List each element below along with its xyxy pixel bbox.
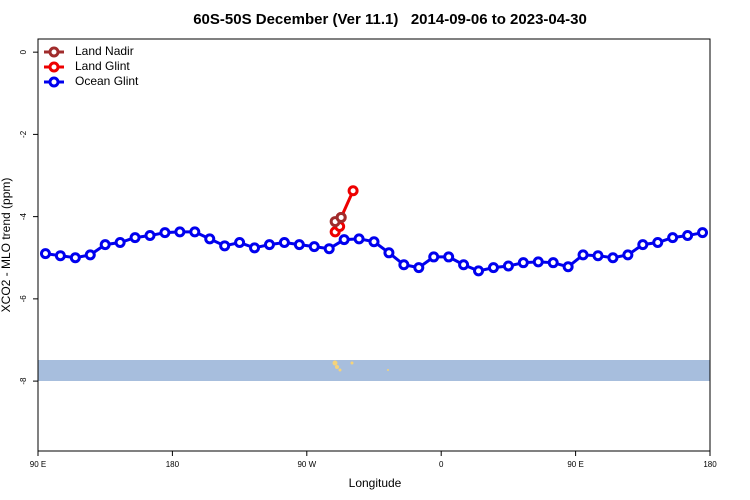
point — [487, 262, 499, 274]
point — [353, 233, 365, 245]
point — [234, 237, 246, 249]
x-tick-label: 0 — [439, 460, 444, 469]
point — [278, 237, 290, 249]
legend-marker — [48, 46, 60, 58]
legend-label: Land Nadir — [75, 44, 134, 58]
x-tick-label: 90 E — [567, 460, 583, 469]
point — [347, 185, 359, 197]
point — [219, 240, 231, 252]
point — [383, 247, 395, 259]
point — [592, 250, 604, 262]
point — [532, 256, 544, 268]
point — [398, 259, 410, 271]
point — [99, 239, 111, 251]
point — [667, 232, 679, 244]
point — [428, 251, 440, 263]
point — [697, 227, 709, 239]
point — [368, 236, 380, 248]
point — [547, 257, 559, 269]
point — [69, 252, 81, 264]
point — [338, 234, 350, 246]
point — [174, 226, 186, 238]
point — [129, 232, 141, 244]
point — [39, 248, 51, 260]
point — [84, 249, 96, 261]
point — [335, 211, 347, 223]
x-tick-label: 180 — [166, 460, 180, 469]
point — [204, 233, 216, 245]
point — [54, 250, 66, 262]
point — [413, 262, 425, 274]
point — [517, 257, 529, 269]
point — [577, 249, 589, 261]
y-tick-label: -6 — [19, 295, 28, 303]
legend-label: Ocean Glint — [75, 74, 139, 88]
point — [562, 261, 574, 273]
x-axis-label: Longitude — [349, 476, 402, 490]
point — [443, 251, 455, 263]
legend-label: Land Glint — [75, 59, 130, 73]
point — [189, 226, 201, 238]
x-tick-label: 180 — [703, 460, 717, 469]
x-tick-label: 90 E — [30, 460, 46, 469]
y-tick-label: -2 — [19, 130, 28, 138]
point — [144, 230, 156, 242]
point — [249, 242, 261, 254]
point — [458, 259, 470, 271]
point — [473, 265, 485, 277]
point — [682, 230, 694, 242]
point — [323, 243, 335, 255]
point — [637, 239, 649, 251]
y-tick-label: 0 — [19, 49, 28, 54]
map-band — [38, 360, 710, 381]
point — [308, 241, 320, 253]
y-tick-label: -8 — [19, 377, 28, 385]
chart-title: 60S-50S December (Ver 11.1) 2014-09-06 t… — [193, 11, 587, 28]
point — [114, 237, 126, 249]
point — [263, 239, 275, 251]
point — [293, 239, 305, 251]
point — [622, 249, 634, 261]
point — [607, 252, 619, 264]
y-tick-label: -4 — [19, 213, 28, 221]
point — [652, 237, 664, 249]
land-spots — [332, 360, 389, 372]
legend-marker — [48, 61, 60, 73]
legend-marker — [48, 76, 60, 88]
plot-frame — [37, 38, 711, 452]
y-axis-label: XCO2 - MLO trend (ppm) — [0, 178, 13, 313]
x-tick-label: 90 W — [297, 460, 316, 469]
point — [502, 260, 514, 272]
point — [159, 227, 171, 239]
